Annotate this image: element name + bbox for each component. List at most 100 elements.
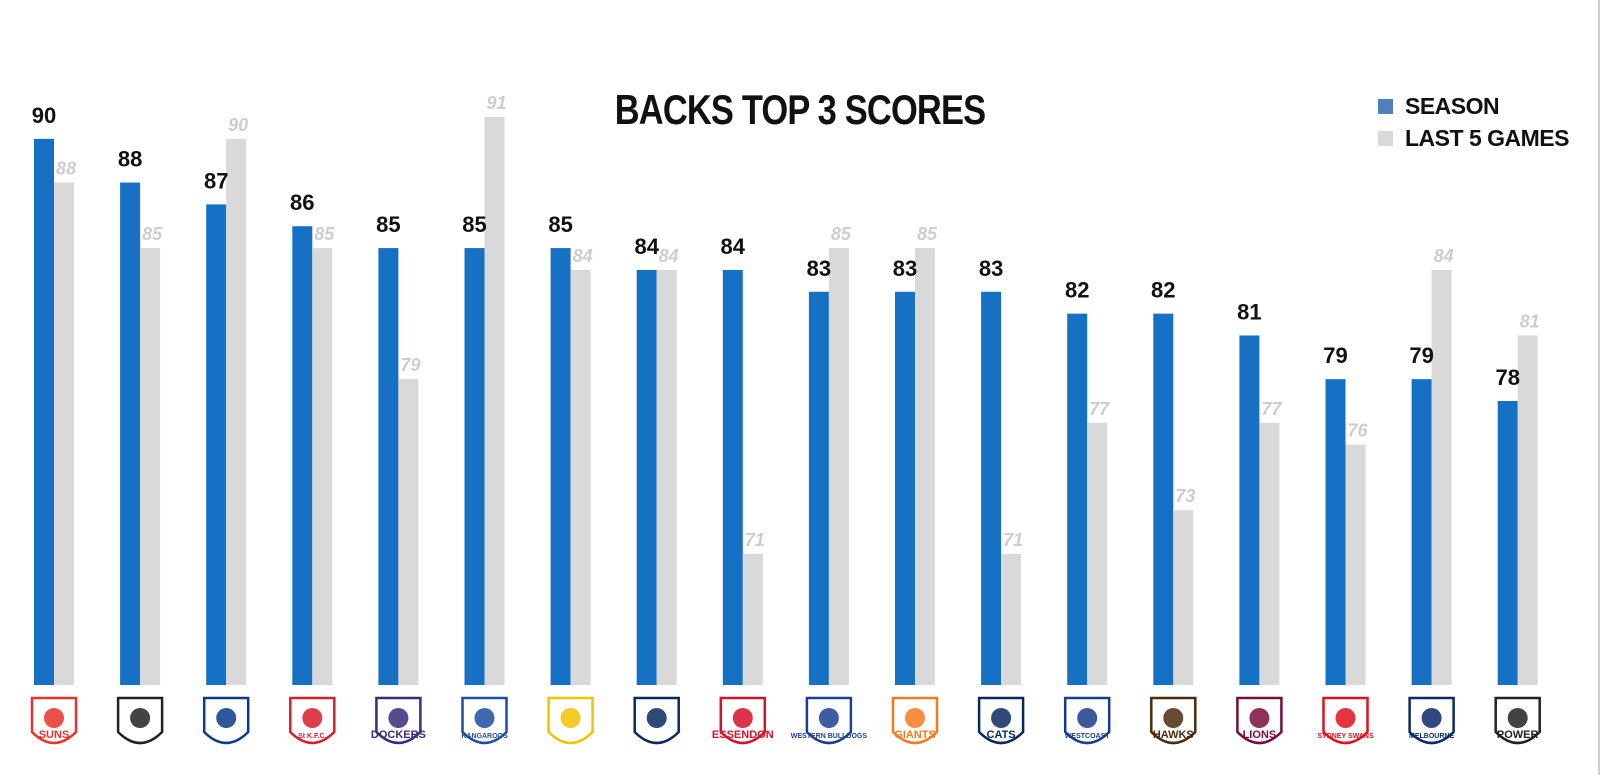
bar-last5-3 xyxy=(312,248,333,686)
label-last5-2: 90 xyxy=(228,115,248,135)
melbourne-demons-logo: MELBOURNE xyxy=(1408,696,1455,745)
brisbane-lions-logo-text: LIONS xyxy=(1243,729,1277,741)
label-last5-15: 76 xyxy=(1347,421,1368,441)
st-kilda-logo-emblem xyxy=(302,708,323,728)
collingwood-magpie-logo xyxy=(116,696,164,745)
bar-season-5 xyxy=(464,248,485,686)
frame-edge xyxy=(1598,0,1600,775)
label-last5-17: 81 xyxy=(1520,311,1540,331)
geelong-cats-logo: CATS xyxy=(977,696,1025,745)
label-last5-5: 91 xyxy=(486,93,506,113)
west-coast-eagles-logo-emblem xyxy=(1077,708,1098,728)
legend-label-season: SEASON xyxy=(1405,92,1500,119)
sydney-swans-logo-text: SYDNEY SWANS xyxy=(1317,733,1374,740)
north-melbourne-kangaroos-logo-text: KANGAROOS xyxy=(461,733,508,740)
sydney-swans-logo: SYDNEY SWANS xyxy=(1317,696,1374,745)
bar-season-12 xyxy=(1067,313,1088,685)
adelaide-crows-logo xyxy=(202,696,250,745)
bar-last5-5 xyxy=(484,117,505,685)
gold-coast-suns-logo: SUNS xyxy=(30,696,78,745)
label-last5-1: 85 xyxy=(142,224,163,244)
geelong-cats-logo-text: CATS xyxy=(987,729,1016,741)
st-kilda-logo: St K.F.C. xyxy=(289,696,336,745)
label-season-16: 79 xyxy=(1409,343,1433,368)
bar-season-1 xyxy=(120,182,141,686)
legend-item-season: SEASON xyxy=(1378,90,1569,122)
label-last5-8: 71 xyxy=(745,530,765,550)
bar-season-10 xyxy=(895,291,915,685)
label-last5-16: 84 xyxy=(1434,246,1454,266)
bar-last5-17 xyxy=(1517,335,1538,685)
sydney-swans-logo-emblem xyxy=(1335,708,1356,728)
bar-last5-2 xyxy=(226,138,247,685)
north-melbourne-kangaroos-logo-emblem xyxy=(474,708,495,728)
essendon-logo-emblem xyxy=(732,708,753,728)
bar-season-9 xyxy=(808,291,829,685)
st-kilda-logo-text: St K.F.C. xyxy=(298,733,326,740)
label-last5-4: 79 xyxy=(400,355,420,375)
label-season-8: 84 xyxy=(721,234,746,259)
bar-season-4 xyxy=(378,248,399,686)
legend: SEASON LAST 5 GAMES xyxy=(1378,90,1569,154)
fremantle-dockers-logo-text: DOCKERS xyxy=(371,729,426,741)
team-logos-group: SUNS St K.F.C. DOCKERS KANGAROOS ESSENDON WES… xyxy=(30,696,1541,745)
port-adelaide-power-logo: POWER xyxy=(1494,696,1541,745)
collingwood-magpie-logo-emblem xyxy=(130,708,151,728)
bar-last5-14 xyxy=(1259,422,1280,685)
label-last5-6: 84 xyxy=(573,246,593,266)
bar-season-13 xyxy=(1153,313,1174,685)
legend-label-last5: LAST 5 GAMES xyxy=(1405,124,1569,151)
bar-season-17 xyxy=(1497,401,1518,685)
chart-title: BACKS TOP 3 SCORES xyxy=(614,86,986,133)
label-season-9: 83 xyxy=(807,256,831,281)
hawthorn-hawks-logo: HAWKS xyxy=(1150,696,1197,745)
bar-last5-8 xyxy=(742,553,763,685)
legend-swatch-season xyxy=(1378,98,1393,114)
label-season-3: 86 xyxy=(290,190,314,215)
gws-giants-logo-text: GIANTS xyxy=(894,729,936,741)
label-last5-0: 88 xyxy=(56,159,76,179)
label-season-17: 78 xyxy=(1495,365,1519,390)
label-season-11: 83 xyxy=(979,256,1003,281)
label-last5-12: 77 xyxy=(1089,399,1110,419)
label-season-7: 84 xyxy=(634,234,659,259)
gws-giants-logo-emblem xyxy=(905,708,925,728)
fremantle-dockers-logo: DOCKERS xyxy=(371,696,426,745)
bar-last5-10 xyxy=(915,248,935,686)
bar-last5-9 xyxy=(828,248,849,686)
richmond-tigers-logo-emblem xyxy=(560,708,581,728)
port-adelaide-power-logo-emblem xyxy=(1507,708,1528,728)
bar-season-8 xyxy=(722,269,743,685)
bar-last5-12 xyxy=(1087,422,1108,685)
brisbane-lions-logo: LIONS xyxy=(1236,696,1283,745)
label-last5-14: 77 xyxy=(1261,399,1282,419)
western-bulldogs-logo-text: WESTERN BULLDOGS xyxy=(791,733,868,740)
label-season-6: 85 xyxy=(548,212,572,237)
label-last5-9: 85 xyxy=(831,224,852,244)
fremantle-dockers-logo-emblem xyxy=(388,708,409,728)
bar-last5-11 xyxy=(1001,553,1022,685)
label-season-14: 81 xyxy=(1237,299,1261,324)
label-last5-13: 73 xyxy=(1175,486,1195,506)
bar-last5-6 xyxy=(570,269,591,685)
label-season-13: 82 xyxy=(1151,278,1175,303)
label-season-0: 90 xyxy=(32,103,56,128)
bar-season-6 xyxy=(550,248,571,686)
geelong-cats-logo-emblem xyxy=(991,708,1012,728)
label-season-5: 85 xyxy=(462,212,486,237)
label-last5-11: 71 xyxy=(1003,530,1023,550)
west-coast-eagles-logo-text: WESTCOAST xyxy=(1065,733,1110,740)
bar-last5-13 xyxy=(1173,510,1194,685)
label-season-10: 83 xyxy=(893,256,917,281)
melbourne-demons-logo-emblem xyxy=(1421,708,1442,728)
carlton-logo-emblem xyxy=(646,708,667,728)
north-melbourne-kangaroos-logo: KANGAROOS xyxy=(461,696,508,745)
adelaide-crows-logo-emblem xyxy=(216,708,237,728)
essendon-logo-text: ESSENDON xyxy=(712,729,774,741)
legend-item-last5: LAST 5 GAMES xyxy=(1378,122,1569,154)
bar-season-15 xyxy=(1325,379,1346,685)
bar-season-11 xyxy=(981,291,1002,685)
bar-last5-16 xyxy=(1431,269,1452,685)
